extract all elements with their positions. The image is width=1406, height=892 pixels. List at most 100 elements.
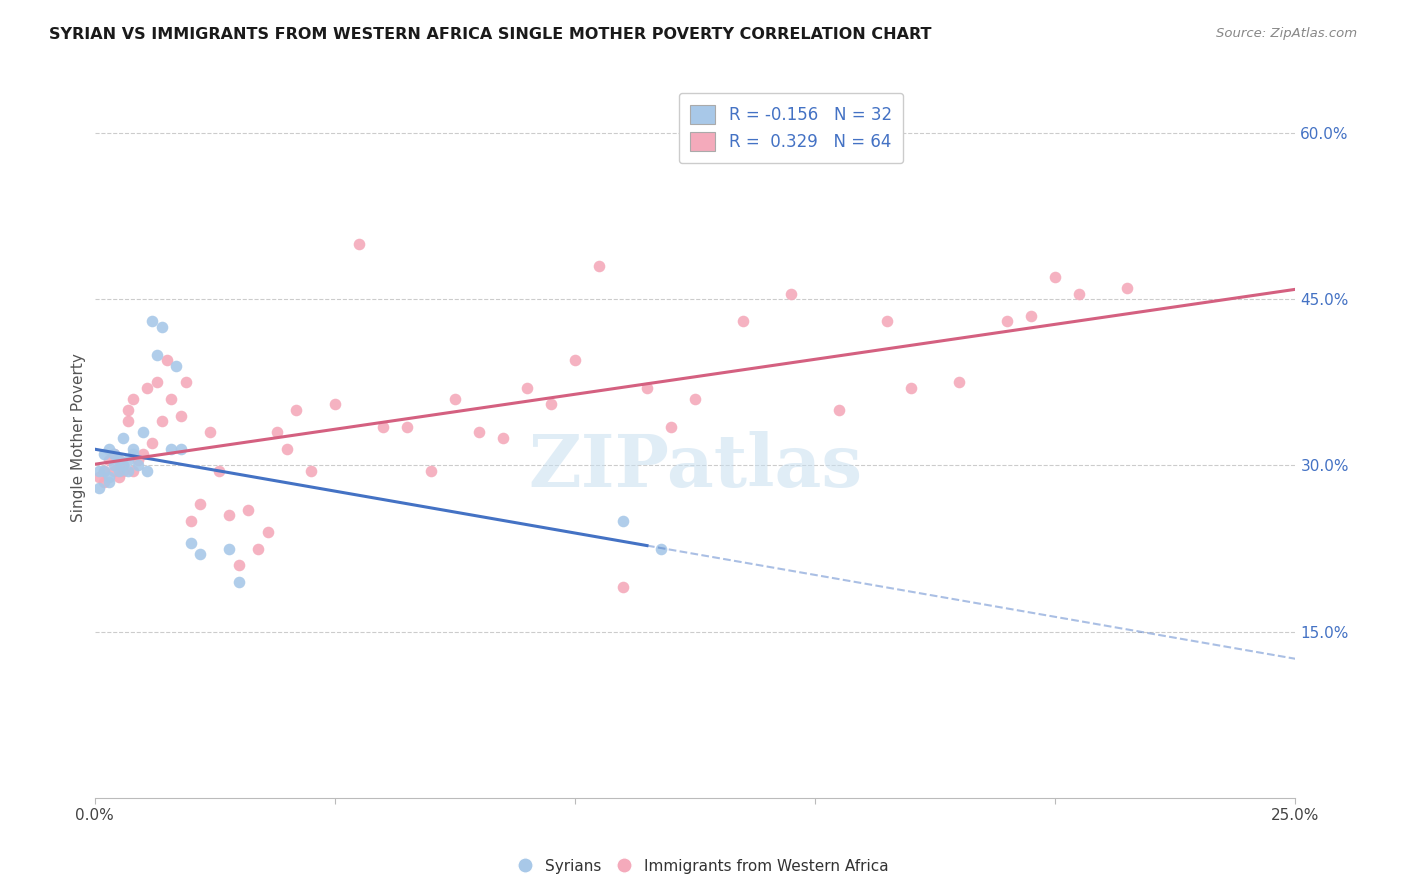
Text: Source: ZipAtlas.com: Source: ZipAtlas.com xyxy=(1216,27,1357,40)
Point xyxy=(103,447,125,461)
Point xyxy=(1069,286,1091,301)
Point xyxy=(516,381,538,395)
Point xyxy=(266,425,288,440)
Point xyxy=(468,425,491,440)
Legend: R = -0.156   N = 32, R =  0.329   N = 64: R = -0.156 N = 32, R = 0.329 N = 64 xyxy=(679,93,904,163)
Point xyxy=(564,353,586,368)
Point xyxy=(588,259,610,273)
Point xyxy=(103,464,125,478)
Point xyxy=(876,314,898,328)
Point xyxy=(146,348,169,362)
Point xyxy=(299,464,322,478)
Point xyxy=(188,547,211,561)
Point xyxy=(650,541,672,556)
Point xyxy=(419,464,441,478)
Point xyxy=(198,425,221,440)
Point xyxy=(89,481,111,495)
Point xyxy=(122,464,145,478)
Point xyxy=(127,453,149,467)
Point xyxy=(103,447,125,461)
Point xyxy=(150,414,173,428)
Point xyxy=(683,392,706,406)
Point xyxy=(347,236,370,251)
Point xyxy=(443,392,465,406)
Point xyxy=(98,475,121,489)
Point xyxy=(107,453,129,467)
Point xyxy=(323,397,346,411)
Point xyxy=(136,381,159,395)
Point xyxy=(276,442,298,456)
Point xyxy=(131,447,153,461)
Point xyxy=(98,453,121,467)
Y-axis label: Single Mother Poverty: Single Mother Poverty xyxy=(72,353,86,522)
Point xyxy=(156,353,179,368)
Point xyxy=(228,558,250,573)
Point xyxy=(828,403,851,417)
Point xyxy=(180,514,202,528)
Point xyxy=(107,469,129,483)
Point xyxy=(98,469,121,483)
Point xyxy=(165,359,187,373)
Point xyxy=(117,403,139,417)
Point xyxy=(395,419,418,434)
Point xyxy=(228,574,250,589)
Point xyxy=(112,464,135,478)
Point xyxy=(188,497,211,511)
Point xyxy=(98,442,121,456)
Point xyxy=(256,524,278,539)
Point xyxy=(131,425,153,440)
Point xyxy=(995,314,1018,328)
Point xyxy=(636,381,658,395)
Point xyxy=(89,464,111,478)
Point xyxy=(540,397,562,411)
Legend: Syrians, Immigrants from Western Africa: Syrians, Immigrants from Western Africa xyxy=(512,853,894,880)
Point xyxy=(170,442,193,456)
Point xyxy=(112,458,135,473)
Point xyxy=(238,503,260,517)
Point xyxy=(136,464,159,478)
Point xyxy=(208,464,231,478)
Point xyxy=(285,403,308,417)
Point xyxy=(659,419,682,434)
Point xyxy=(127,458,149,473)
Point xyxy=(170,409,193,423)
Point xyxy=(122,392,145,406)
Point xyxy=(948,376,970,390)
Point xyxy=(492,431,515,445)
Point xyxy=(150,319,173,334)
Point xyxy=(117,414,139,428)
Point xyxy=(180,536,202,550)
Point xyxy=(1116,281,1139,295)
Point xyxy=(117,453,139,467)
Point xyxy=(612,581,634,595)
Text: ZIPatlas: ZIPatlas xyxy=(529,431,862,502)
Point xyxy=(174,376,197,390)
Point xyxy=(112,458,135,473)
Point xyxy=(89,469,111,483)
Point xyxy=(141,436,163,450)
Point xyxy=(93,464,115,478)
Point xyxy=(112,431,135,445)
Point xyxy=(371,419,394,434)
Point xyxy=(93,447,115,461)
Point xyxy=(107,453,129,467)
Text: SYRIAN VS IMMIGRANTS FROM WESTERN AFRICA SINGLE MOTHER POVERTY CORRELATION CHART: SYRIAN VS IMMIGRANTS FROM WESTERN AFRICA… xyxy=(49,27,932,42)
Point xyxy=(731,314,754,328)
Point xyxy=(1019,309,1042,323)
Point xyxy=(146,376,169,390)
Point xyxy=(246,541,269,556)
Point xyxy=(122,442,145,456)
Point xyxy=(218,508,240,523)
Point xyxy=(218,541,240,556)
Point xyxy=(160,392,183,406)
Point xyxy=(1045,270,1067,285)
Point xyxy=(141,314,163,328)
Point xyxy=(900,381,922,395)
Point xyxy=(93,464,115,478)
Point xyxy=(780,286,803,301)
Point xyxy=(122,447,145,461)
Point xyxy=(612,514,634,528)
Point xyxy=(93,475,115,489)
Point xyxy=(103,458,125,473)
Point xyxy=(160,442,183,456)
